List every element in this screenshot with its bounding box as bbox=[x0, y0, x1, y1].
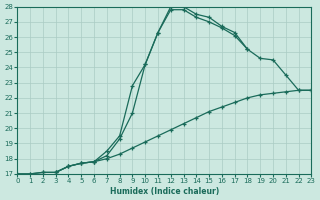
X-axis label: Humidex (Indice chaleur): Humidex (Indice chaleur) bbox=[110, 187, 219, 196]
